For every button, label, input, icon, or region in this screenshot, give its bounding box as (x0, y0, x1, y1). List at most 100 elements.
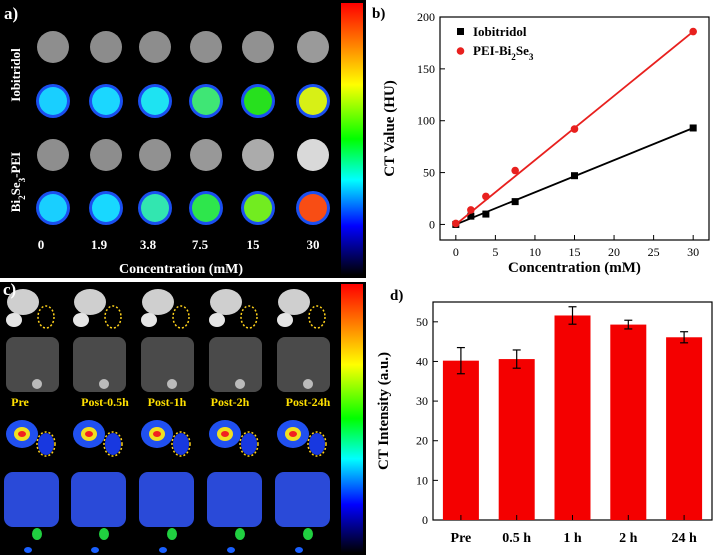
color-body-2 (139, 472, 194, 527)
phantom-r2-c0 (37, 139, 69, 171)
chart-d-ylabel: CT Intensity (a.u.) (376, 352, 392, 470)
chart-d-bar-4 (666, 337, 703, 520)
color-tail-3 (227, 547, 235, 553)
phantom-r3-c5 (299, 194, 327, 222)
chart-d-bar-0 (442, 360, 479, 520)
chart-b-point-s1-4 (570, 125, 579, 133)
panel-a-label: a) (4, 4, 19, 23)
color-tumor-1 (105, 433, 121, 455)
phantom-r0-c0 (37, 31, 69, 63)
chart-d-category-label-0: Pre (451, 531, 472, 546)
gray-body-4 (277, 337, 330, 392)
phantom-r3-c3 (192, 194, 220, 222)
concentration-label-0: 0 (38, 237, 45, 252)
phantom-r0-c3 (190, 31, 222, 63)
chart-b-point-s0-3 (511, 198, 519, 206)
gray-body-2 (141, 337, 194, 392)
chart-b-xtick-label-1: 5 (492, 245, 498, 259)
color-tail-1 (91, 547, 99, 553)
gray-body-3 (209, 337, 262, 392)
chart-b-point-s1-1 (467, 206, 475, 214)
panel-c-ct-images: c) Pre Post-0.5h Post-1h Post-2h Post-24h (0, 280, 366, 555)
phantom-r3-c2 (141, 194, 169, 222)
chart-b-xtick-label-3: 15 (569, 245, 581, 259)
color-tumor-circle-2 (171, 431, 191, 457)
color-tumor-3 (241, 433, 257, 455)
phantom-r0-c1 (90, 31, 122, 63)
gray-lobe-2 (141, 313, 157, 327)
gray-tumor-circle-1 (104, 305, 122, 329)
phantom-r2-c3 (190, 139, 222, 171)
phantom-r2-c2 (139, 139, 171, 171)
chart-d-ytick-label-2: 20 (416, 434, 428, 448)
chart-d-bar-1 (498, 359, 535, 520)
phantom-r0-c5 (297, 31, 329, 63)
chart-b-point-s1-3 (511, 166, 519, 175)
chart-b-line-chart: b) 0 5 10 15 20 25 30 0 50 100 150 200 Concentration … (372, 6, 710, 276)
chart-b-legend-marker-1 (456, 47, 465, 55)
chart-b-point-s0-5 (689, 124, 697, 132)
color-head-core-0 (18, 431, 26, 437)
row-label-iobitridol: Iobitridol (8, 48, 23, 102)
gray-lobe-3 (209, 313, 225, 327)
gray-head-3 (210, 289, 242, 315)
chart-b-ytick-label-1: 50 (423, 166, 435, 180)
phantom-r0-c4 (242, 31, 274, 63)
panel-a-xlabel: Concentration (mM) (119, 262, 243, 277)
gray-lobe-1 (73, 313, 89, 327)
gray-body-0 (6, 337, 59, 392)
timepoint-label-1: Post-0.5h (81, 395, 129, 409)
chart-b-xtick-label-4: 20 (608, 245, 620, 259)
color-body-1 (71, 472, 126, 527)
timepoint-label-3: Post-2h (211, 395, 250, 409)
chart-d-category-label-3: 2 h (619, 531, 638, 546)
phantom-r3-c4 (244, 194, 272, 222)
chart-b-legend-label-1: PEI-Bi2Se3 (473, 43, 534, 62)
chart-b-xtick-label-6: 30 (687, 245, 699, 259)
gray-bladder-2 (167, 379, 177, 389)
color-bladder-3 (235, 528, 245, 540)
phantom-r2-c1 (90, 139, 122, 171)
color-head-core-3 (221, 431, 229, 437)
gray-bladder-4 (303, 379, 313, 389)
color-tail-4 (295, 547, 303, 553)
chart-d-category-label-1: 0.5 h (502, 531, 531, 546)
chart-b-point-s0-2 (482, 210, 490, 218)
concentration-label-3: 7.5 (192, 237, 209, 252)
chart-b-ylabel: CT Value (HU) (382, 80, 398, 176)
chart-b-point-s0-4 (571, 172, 578, 180)
chart-d-ytick-label-3: 30 (416, 394, 428, 408)
gray-body-1 (73, 337, 126, 392)
chart-d-category-label-4: 24 h (671, 531, 697, 546)
chart-d-ytick-label-0: 0 (422, 513, 428, 527)
chart-d-ytick-label-1: 10 (416, 473, 428, 487)
timepoint-label-0: Pre (11, 395, 29, 409)
gray-head-0 (7, 289, 39, 315)
phantom-r1-c4 (244, 87, 272, 115)
chart-d-bar-3 (610, 324, 647, 520)
gray-head-2 (142, 289, 174, 315)
chart-b-point-s1-0 (452, 219, 460, 228)
gray-tumor-circle-0 (37, 305, 55, 329)
gray-tumor-circle-3 (240, 305, 258, 329)
phantom-r2-c5 (297, 139, 329, 171)
color-tumor-circle-4 (307, 431, 327, 457)
color-tumor-2 (173, 433, 189, 455)
color-bladder-1 (99, 528, 109, 540)
chart-b-point-s1-5 (689, 27, 697, 36)
color-head-core-4 (289, 431, 297, 437)
color-bladder-0 (32, 528, 42, 540)
chart-d-category-label-2: 1 h (563, 531, 582, 546)
chart-b-xtick-label-5: 25 (648, 245, 660, 259)
concentration-label-2: 3.8 (140, 237, 157, 252)
chart-b-xtick-label-2: 10 (529, 245, 541, 259)
chart-b-ytick-label-0: 0 (429, 217, 435, 231)
chart-d-ytick-label-4: 40 (416, 354, 428, 368)
color-tumor-circle-0 (36, 431, 56, 457)
phantom-r1-c3 (192, 87, 220, 115)
panel-c-label: c) (3, 280, 17, 299)
gray-bladder-3 (235, 379, 245, 389)
chart-b-legend-label-0: Iobitridol (473, 24, 527, 39)
phantom-r1-c1 (92, 87, 120, 115)
phantom-r0-c2 (139, 31, 171, 63)
